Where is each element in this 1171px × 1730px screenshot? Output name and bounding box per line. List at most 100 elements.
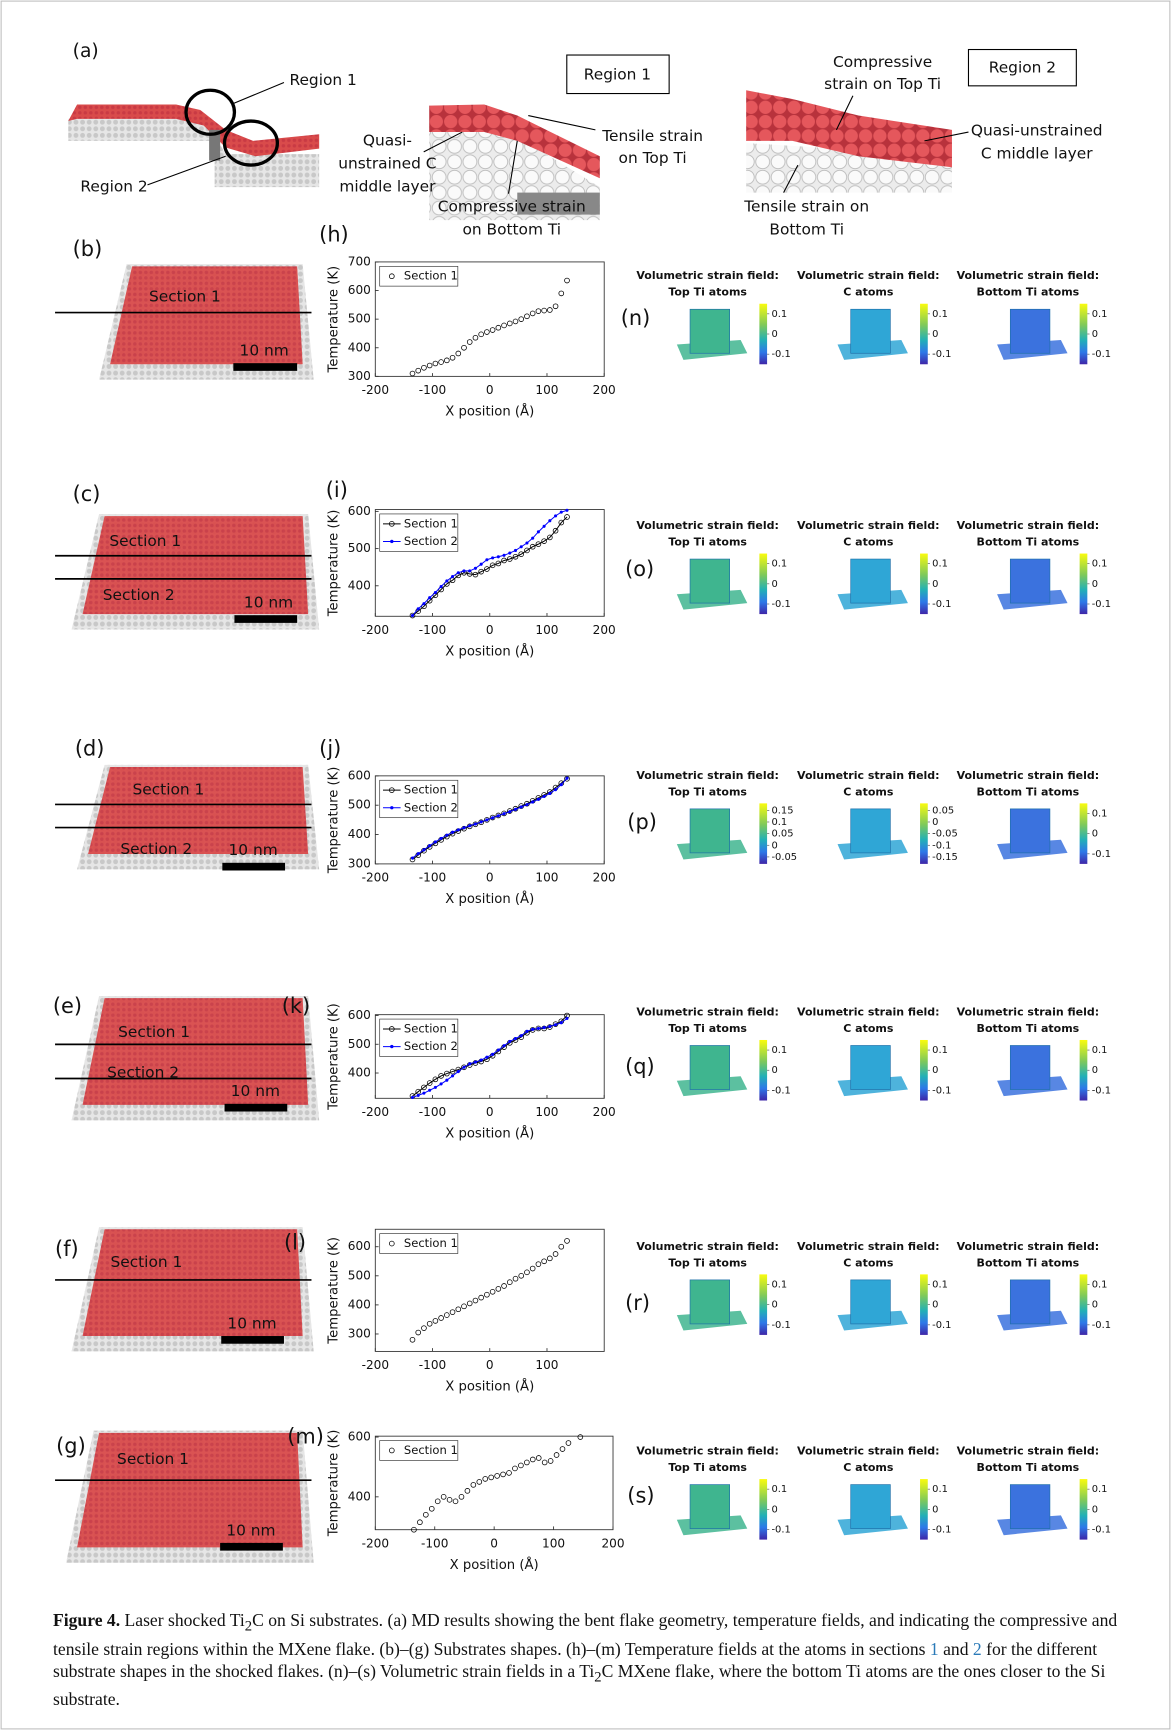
data-point bbox=[474, 567, 477, 570]
colorbar-tick-label: 0.1 bbox=[771, 559, 787, 570]
data-point bbox=[560, 783, 563, 786]
caption-link[interactable]: 2 bbox=[973, 1639, 982, 1659]
x-axis-label: X position (Å) bbox=[445, 890, 534, 907]
strain-title: Volumetric strain field: bbox=[797, 519, 940, 532]
legend-label: Section 2 bbox=[404, 1039, 458, 1053]
y-tick-label: 600 bbox=[348, 768, 371, 782]
data-point bbox=[417, 852, 420, 855]
colorbar-tick-label: 0 bbox=[1092, 1504, 1098, 1515]
colorbar-tick-label: 0.1 bbox=[1092, 309, 1108, 320]
annotation: Tensile strain on bbox=[743, 197, 869, 215]
colorbar-tick-label: -0.1 bbox=[771, 1320, 790, 1331]
strain-title: Volumetric strain field: bbox=[636, 519, 779, 532]
strain-blob bbox=[690, 1485, 730, 1529]
panel-letter: (k) bbox=[282, 994, 310, 1018]
x-tick-label: -100 bbox=[419, 1105, 446, 1119]
colorbar bbox=[1080, 1040, 1088, 1101]
colorbar-tick-label: 0.1 bbox=[771, 1484, 787, 1495]
colorbar-tick-label: -0.1 bbox=[932, 1085, 951, 1096]
x-tick-label: 0 bbox=[486, 1105, 494, 1119]
data-point bbox=[440, 837, 443, 840]
annotation: Region 1 bbox=[584, 65, 651, 83]
y-tick-label: 700 bbox=[348, 254, 371, 268]
panel-letter: (q) bbox=[625, 1054, 655, 1078]
y-tick-label: 400 bbox=[348, 1297, 371, 1311]
scale-bar bbox=[220, 1543, 283, 1551]
legend-label: Section 1 bbox=[404, 269, 458, 283]
data-point bbox=[440, 1082, 443, 1085]
colorbar-tick-label: 0 bbox=[771, 1065, 777, 1076]
x-tick-label: -200 bbox=[362, 871, 389, 885]
colorbar-tick-label: -0.1 bbox=[771, 1525, 790, 1536]
data-point bbox=[474, 822, 477, 825]
x-tick-label: 100 bbox=[535, 623, 558, 637]
panel-letter: (j) bbox=[319, 736, 341, 760]
colorbar-tick-label: 0.15 bbox=[771, 805, 793, 816]
y-axis-label: Temperature (K) bbox=[326, 767, 341, 875]
x-tick-label: -200 bbox=[362, 1358, 389, 1372]
data-point bbox=[503, 812, 506, 815]
data-point bbox=[462, 569, 465, 572]
colorbar-tick-label: -0.1 bbox=[932, 599, 951, 610]
strain-title: Volumetric strain field: bbox=[957, 1005, 1100, 1018]
colorbar-tick-label: 0 bbox=[1092, 329, 1098, 340]
panel-a-overview bbox=[68, 83, 319, 188]
colorbar-tick-label: -0.1 bbox=[771, 1085, 790, 1096]
legend-label: Section 2 bbox=[404, 534, 458, 548]
strain-blob bbox=[851, 809, 891, 853]
strain-blob bbox=[1010, 1045, 1050, 1089]
data-point bbox=[537, 530, 540, 533]
caption-text: Laser shocked Ti bbox=[120, 1610, 245, 1630]
legend-label: Section 2 bbox=[404, 800, 458, 814]
scale-label: 10 nm bbox=[231, 1082, 280, 1100]
colorbar-tick-label: 0.1 bbox=[932, 309, 948, 320]
data-point bbox=[445, 1079, 448, 1082]
data-point bbox=[565, 1017, 568, 1020]
section-label: Section 1 bbox=[109, 532, 181, 550]
colorbar-tick-label: 0.1 bbox=[1092, 1045, 1108, 1056]
caption-subscript: 2 bbox=[594, 1669, 601, 1685]
data-point bbox=[411, 1096, 414, 1099]
strain-title: C atoms bbox=[843, 1256, 894, 1269]
colorbar-tick-label: 0 bbox=[1092, 1300, 1098, 1311]
strain-blob bbox=[690, 1045, 730, 1089]
panel-letter: (c) bbox=[73, 482, 101, 506]
strain-title: Volumetric strain field: bbox=[636, 1240, 779, 1253]
x-tick-label: 0 bbox=[486, 871, 494, 885]
data-point bbox=[525, 803, 528, 806]
data-point bbox=[457, 1070, 460, 1073]
strain-title: Top Ti atoms bbox=[668, 1461, 747, 1474]
x-tick-label: -200 bbox=[362, 1105, 389, 1119]
x-tick-label: 100 bbox=[542, 1537, 565, 1551]
legend-label: Section 1 bbox=[404, 1443, 458, 1457]
colorbar-tick-label: 0 bbox=[1092, 579, 1098, 590]
data-point bbox=[457, 571, 460, 574]
colorbar bbox=[920, 1274, 928, 1335]
strain-title: C atoms bbox=[843, 536, 894, 549]
data-point bbox=[543, 1026, 546, 1029]
x-tick-label: 200 bbox=[593, 871, 616, 885]
section-label: Section 1 bbox=[132, 781, 204, 799]
data-point bbox=[525, 541, 528, 544]
x-axis-label: X position (Å) bbox=[450, 1556, 539, 1573]
colorbar-tick-label: 0.1 bbox=[771, 309, 787, 320]
data-point bbox=[417, 607, 420, 610]
colorbar-tick-label: 0.05 bbox=[932, 805, 954, 816]
panel-letter: (f) bbox=[55, 1237, 79, 1261]
data-point bbox=[514, 808, 517, 811]
strain-title: Top Ti atoms bbox=[668, 1022, 747, 1035]
x-tick-label: -200 bbox=[362, 383, 389, 397]
strain-title: Volumetric strain field: bbox=[636, 769, 779, 782]
data-point bbox=[445, 579, 448, 582]
caption-link[interactable]: 1 bbox=[930, 1639, 939, 1659]
scale-bar bbox=[225, 1104, 288, 1112]
colorbar-tick-label: 0 bbox=[932, 579, 938, 590]
strain-blob bbox=[851, 309, 891, 353]
colorbar-tick-label: -0.1 bbox=[1092, 1525, 1111, 1536]
y-axis-label: Temperature (K) bbox=[326, 1237, 341, 1345]
section-label: Section 1 bbox=[149, 288, 221, 306]
annotation: Quasi-unstrained bbox=[971, 121, 1103, 139]
colorbar-tick-label: 0 bbox=[1092, 829, 1098, 840]
strain-blob bbox=[690, 809, 730, 853]
data-point bbox=[485, 1056, 488, 1059]
